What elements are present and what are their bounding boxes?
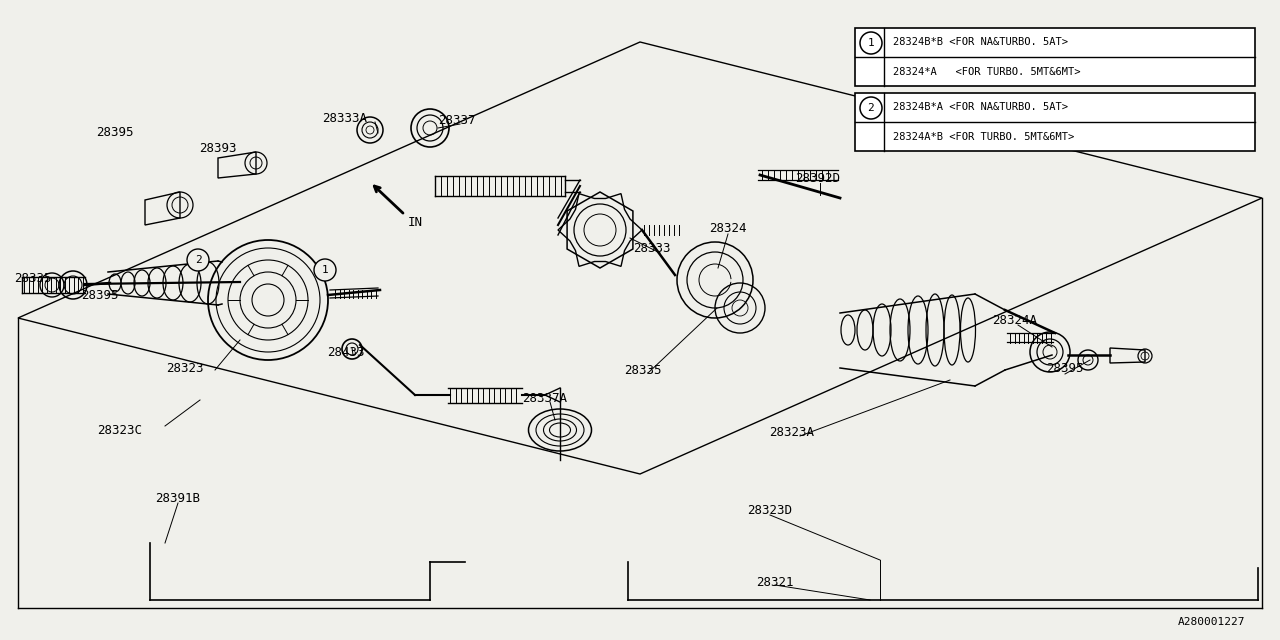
Text: 2: 2: [195, 255, 201, 265]
Text: 28324B*A <FOR NA&TURBO. 5AT>: 28324B*A <FOR NA&TURBO. 5AT>: [893, 102, 1068, 112]
Circle shape: [860, 32, 882, 54]
Text: 28324A: 28324A: [992, 314, 1038, 326]
Text: 28395: 28395: [96, 125, 133, 138]
Bar: [855, 28, 1254, 86]
Text: 2: 2: [868, 103, 874, 113]
Text: 28337: 28337: [438, 113, 476, 127]
Text: 28337A: 28337A: [522, 392, 567, 404]
Text: 1: 1: [321, 265, 329, 275]
Text: 28335: 28335: [14, 271, 51, 285]
Text: 28324A*B <FOR TURBO. 5MT&6MT>: 28324A*B <FOR TURBO. 5MT&6MT>: [893, 132, 1074, 142]
Text: 1: 1: [868, 38, 874, 48]
Text: 28393: 28393: [200, 141, 237, 154]
Text: 28323C: 28323C: [97, 424, 142, 436]
Text: 28324*A   <FOR TURBO. 5MT&6MT>: 28324*A <FOR TURBO. 5MT&6MT>: [893, 67, 1080, 77]
Text: 28392D: 28392D: [795, 172, 841, 184]
Text: 28321: 28321: [756, 575, 794, 589]
Text: 28395: 28395: [1046, 362, 1084, 374]
Text: 28433: 28433: [328, 346, 365, 358]
Text: 28323A: 28323A: [769, 426, 814, 438]
Text: IN: IN: [407, 216, 422, 228]
Text: 28324: 28324: [709, 221, 746, 234]
Circle shape: [187, 249, 209, 271]
Text: 28324B*B <FOR NA&TURBO. 5AT>: 28324B*B <FOR NA&TURBO. 5AT>: [893, 37, 1068, 47]
Text: 28333: 28333: [634, 241, 671, 255]
Circle shape: [860, 97, 882, 119]
Bar: [855, 93, 1254, 151]
Circle shape: [314, 259, 335, 281]
Text: A280001227: A280001227: [1178, 617, 1245, 627]
Text: 28335: 28335: [625, 364, 662, 376]
Text: 28333A: 28333A: [323, 111, 367, 125]
Text: 28323D: 28323D: [748, 504, 792, 516]
Text: 28395: 28395: [81, 289, 119, 301]
Text: 28323: 28323: [166, 362, 204, 374]
Text: 28391B: 28391B: [155, 492, 201, 504]
